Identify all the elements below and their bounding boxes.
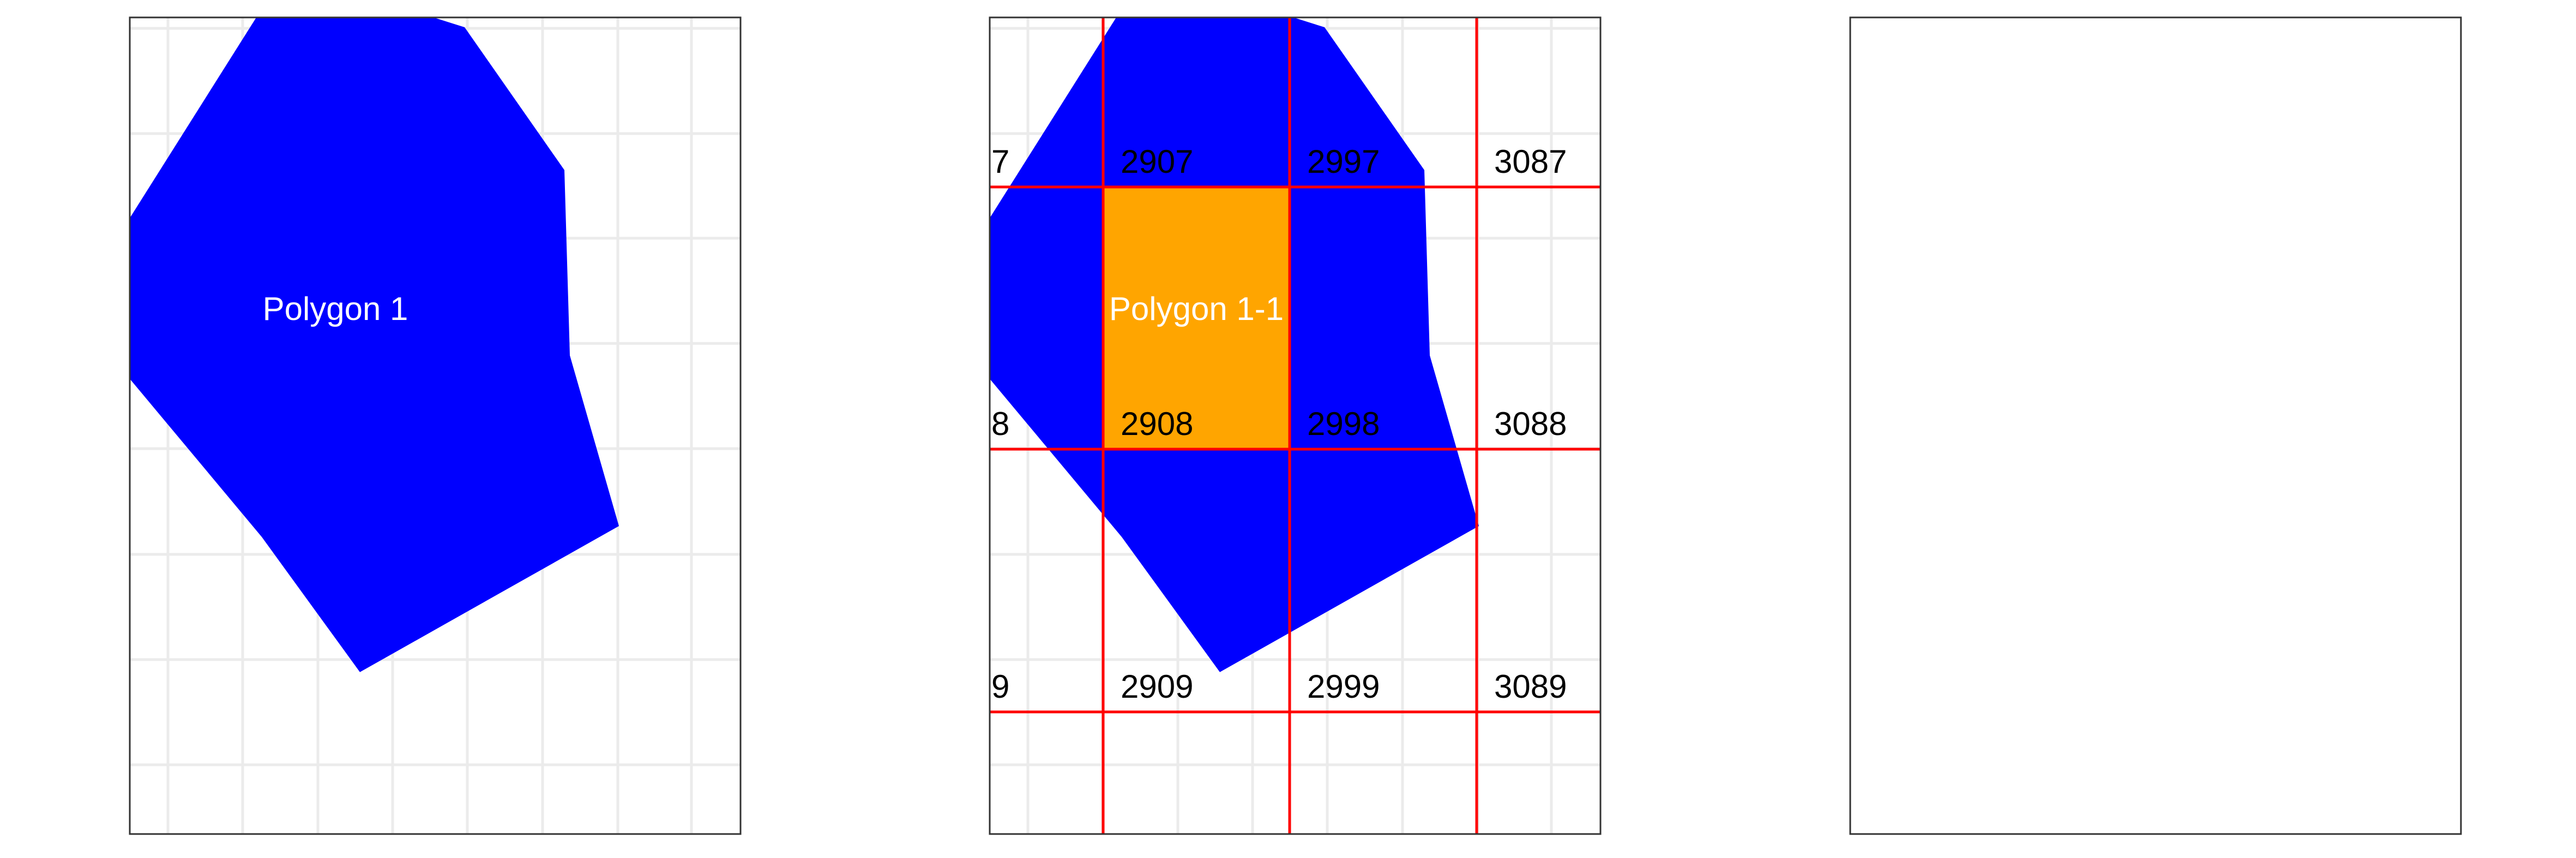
cell-labels: 7 2907 2997 3087 8 2908 2998 3088 9 2909… <box>991 143 1567 705</box>
cell-label: 3087 <box>1494 143 1567 180</box>
polygon-1-shape <box>130 17 619 672</box>
panel-3-border <box>1849 16 2462 835</box>
cell-label: 9 <box>991 668 1009 705</box>
cell-label: 2907 <box>1121 143 1193 180</box>
cell-label: 8 <box>991 406 1009 442</box>
cell-label: 3088 <box>1494 406 1567 442</box>
cell-grid-lines <box>990 17 1600 834</box>
panel-3 <box>1849 16 2462 835</box>
panel-1: Polygon 1 <box>129 16 742 835</box>
cell-label: 7 <box>991 143 1009 180</box>
cell-label: 2909 <box>1121 668 1193 705</box>
panel-2-border <box>989 16 1602 835</box>
cell-label: 3089 <box>1494 668 1567 705</box>
polygon-1-1-label: Polygon 1-1 <box>1109 291 1284 327</box>
panel-1-border <box>129 16 742 835</box>
highlighted-cell-2908 <box>1103 187 1290 449</box>
cell-label: 2908 <box>1121 406 1193 442</box>
cell-label: 2998 <box>1307 406 1380 442</box>
cell-label: 2999 <box>1307 668 1380 705</box>
panel-2: 7 2907 2997 3087 8 2908 2998 3088 9 2909… <box>989 16 1602 835</box>
cell-label: 2997 <box>1307 143 1380 180</box>
polygon-1-label: Polygon 1 <box>263 291 408 327</box>
